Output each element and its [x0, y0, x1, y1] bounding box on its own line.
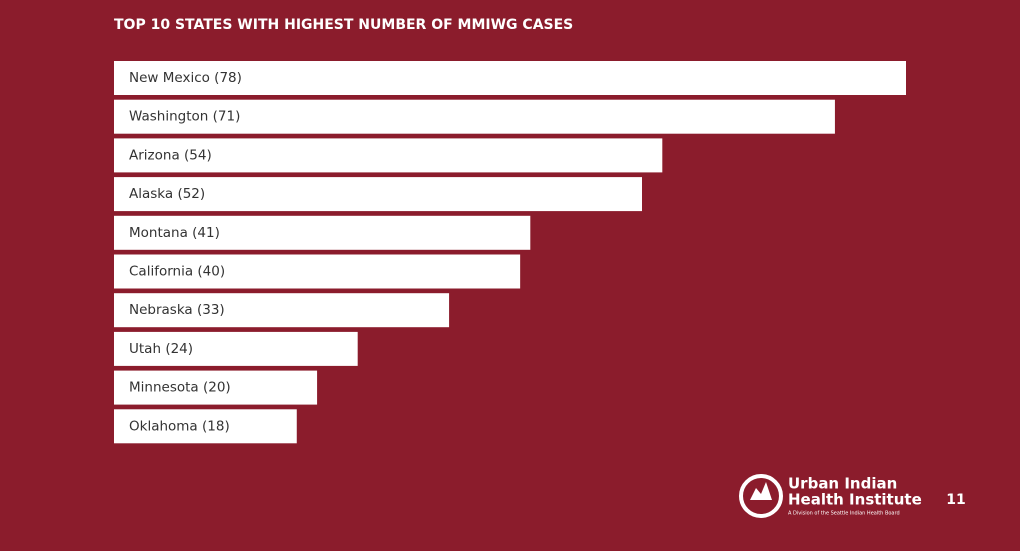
bar [114, 99, 835, 134]
bar [114, 293, 450, 328]
bar [114, 409, 297, 444]
category-label: Minnesota [129, 380, 199, 396]
logo: Urban Indian Health Institute A Division… [739, 474, 922, 518]
bar [114, 138, 663, 173]
bar [114, 331, 358, 366]
bar-label: Utah (24) [129, 341, 193, 357]
category-label: Utah [129, 341, 161, 357]
value-label: (40) [197, 264, 225, 280]
category-label: Arizona [129, 147, 180, 163]
category-label: Oklahoma [129, 418, 198, 434]
value-label: (18) [202, 418, 230, 434]
bar-group: New Mexico (78) Washington (71) Arizona (5… [114, 61, 906, 444]
category-label: Washington [129, 109, 208, 125]
category-label: Montana [129, 225, 188, 241]
value-label: (24) [165, 341, 193, 357]
category-label: Nebraska [129, 302, 193, 318]
bar-label: Nebraska (33) [129, 302, 225, 318]
bar-label: Washington (71) [129, 109, 240, 125]
chart-title: TOP 10 STATES WITH HIGHEST NUMBER OF MMI… [114, 17, 573, 33]
value-label: (20) [203, 380, 231, 396]
value-label: (54) [184, 147, 212, 163]
bar-label: Montana (41) [129, 225, 220, 241]
value-label: (71) [213, 109, 241, 125]
page-number: 11 [946, 492, 965, 508]
bar [114, 254, 521, 289]
bar-label: Alaska (52) [129, 186, 205, 202]
logo-name-2: Health Institute [788, 491, 922, 509]
bar [114, 61, 906, 95]
logo-mark [739, 474, 783, 518]
value-label: (33) [197, 302, 225, 318]
bar [114, 215, 531, 250]
category-label: California [129, 264, 193, 280]
bar-label: New Mexico (78) [129, 70, 242, 86]
logo-tagline: A Division of the Seattle Indian Health … [788, 511, 900, 517]
logo-name-1: Urban Indian [788, 475, 897, 493]
value-label: (41) [192, 225, 220, 241]
bar-label: Minnesota (20) [129, 380, 231, 396]
category-label: New Mexico [129, 70, 210, 86]
value-label: (78) [214, 70, 242, 86]
bar [114, 177, 642, 212]
bar-label: Oklahoma (18) [129, 418, 230, 434]
category-label: Alaska [129, 186, 173, 202]
bar-label: Arizona (54) [129, 147, 212, 163]
logo-figure [750, 482, 772, 500]
bar-label: California (40) [129, 264, 225, 280]
bar [114, 370, 318, 405]
value-label: (52) [177, 186, 205, 202]
